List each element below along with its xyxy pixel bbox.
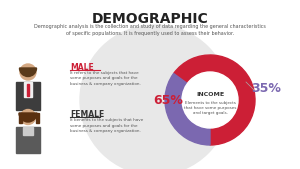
Text: FEMALE: FEMALE — [70, 110, 104, 119]
Text: It refers to the subjects that have
some purposes and goals for the
business & c: It refers to the subjects that have some… — [70, 71, 141, 86]
Text: Elements to the subjects
that have some purposes
and target goals.: Elements to the subjects that have some … — [184, 101, 236, 115]
Wedge shape — [174, 55, 255, 145]
FancyBboxPatch shape — [24, 82, 32, 97]
Wedge shape — [165, 74, 210, 145]
Text: INCOME: INCOME — [196, 91, 224, 96]
FancyBboxPatch shape — [16, 127, 40, 153]
Text: 35%: 35% — [251, 81, 281, 94]
Circle shape — [20, 110, 35, 125]
Circle shape — [20, 64, 36, 80]
FancyBboxPatch shape — [27, 84, 29, 96]
Text: 65%: 65% — [153, 93, 183, 106]
FancyBboxPatch shape — [19, 113, 22, 123]
Wedge shape — [20, 68, 37, 77]
Text: MALE: MALE — [70, 63, 94, 72]
Text: Demographic analysis is the collection and study of data regarding the general c: Demographic analysis is the collection a… — [34, 24, 266, 36]
Wedge shape — [19, 113, 37, 122]
FancyBboxPatch shape — [36, 113, 39, 123]
Text: It benefits to the subjects that have
some purposes and goals for the
business &: It benefits to the subjects that have so… — [70, 118, 143, 133]
FancyBboxPatch shape — [23, 127, 33, 135]
Circle shape — [80, 25, 230, 169]
Circle shape — [182, 72, 238, 128]
Text: DEMOGRAPHIC: DEMOGRAPHIC — [92, 12, 208, 26]
FancyBboxPatch shape — [16, 82, 40, 110]
